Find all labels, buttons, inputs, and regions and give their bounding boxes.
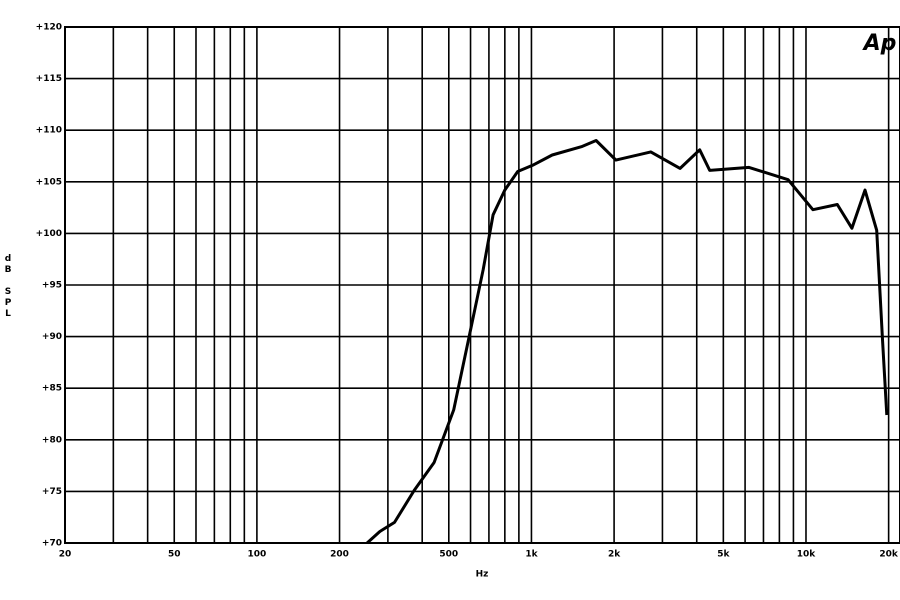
y-axis-label-char	[6, 276, 9, 286]
y-tick-label: +70	[42, 539, 62, 549]
x-tick-label: 20k	[879, 550, 899, 560]
x-tick-label: 20	[59, 550, 72, 560]
response-line	[366, 139, 889, 545]
y-axis-label-char: B	[5, 265, 12, 275]
logo: Ap	[862, 31, 897, 56]
x-tick-label: 10k	[797, 550, 817, 560]
y-tick-label: +115	[36, 74, 62, 84]
x-tick-label: 200	[330, 550, 349, 560]
x-tick-label: 100	[248, 550, 267, 560]
y-axis-label-char: L	[5, 309, 11, 319]
y-tick-label: +110	[36, 126, 62, 136]
y-tick-label: +100	[36, 229, 62, 239]
y-tick-label: +75	[42, 487, 62, 497]
y-tick-label: +85	[42, 384, 62, 394]
x-tick-label: 500	[439, 550, 458, 560]
y-tick-label: +90	[42, 332, 62, 342]
y-axis-label-char: S	[5, 287, 11, 297]
y-tick-label: +120	[36, 23, 62, 33]
y-axis-label-char: d	[5, 254, 11, 264]
y-tick-label: +105	[36, 177, 62, 187]
x-axis-label: Hz	[476, 570, 489, 580]
y-axis-label-char: P	[5, 298, 12, 308]
x-tick-label: 5k	[717, 550, 730, 560]
x-tick-label: 2k	[608, 550, 621, 560]
y-tick-label: +80	[42, 435, 62, 445]
x-tick-label: 1k	[525, 550, 538, 560]
y-tick-label: +95	[42, 281, 62, 291]
plot-frame	[64, 26, 900, 544]
x-tick-label: 50	[168, 550, 181, 560]
